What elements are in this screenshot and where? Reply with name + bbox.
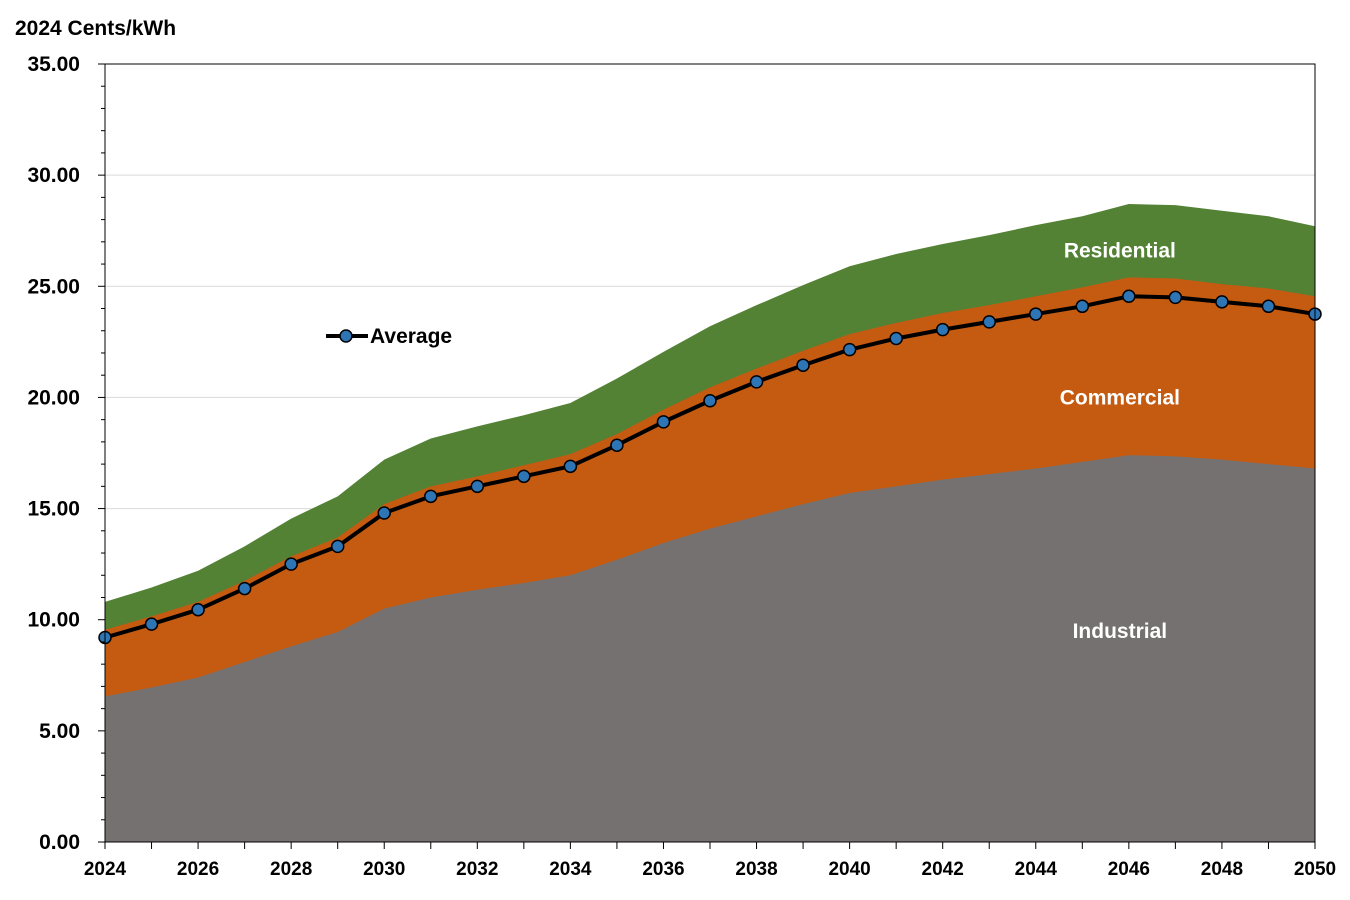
- average-point: [842, 342, 857, 357]
- average-point: [563, 459, 578, 474]
- average-point: [1261, 299, 1276, 314]
- y-tick-label: 5.00: [39, 720, 80, 743]
- average-point: [610, 438, 624, 452]
- area-labels: Industrial Commercial Residential: [1060, 240, 1180, 643]
- x-tick-label: 2028: [270, 859, 312, 880]
- average-point: [1075, 299, 1090, 314]
- average-point: [284, 557, 298, 571]
- y-tick-label: 15.00: [27, 498, 80, 521]
- x-tick-label: 2030: [363, 859, 405, 880]
- area-label-residential: Residential: [1064, 240, 1176, 263]
- y-tick-label: 35.00: [27, 53, 80, 76]
- y-tick-label: 25.00: [27, 275, 80, 298]
- average-point: [1029, 307, 1043, 321]
- y-tick-label: 20.00: [27, 386, 80, 409]
- average-point: [424, 489, 438, 504]
- legend-label: Average: [370, 325, 452, 348]
- average-point: [377, 506, 391, 520]
- average-point: [191, 602, 205, 617]
- x-tick-label: 2042: [922, 859, 964, 880]
- x-tick-label: 2036: [642, 859, 684, 880]
- axes: 0.00 5.00 10.00 15.00 20.00 25.00 30.00 35.00 20…: [27, 53, 1336, 880]
- average-point: [935, 322, 950, 337]
- average-point: [1215, 295, 1229, 309]
- x-tick-label: 2038: [735, 859, 777, 880]
- stacked-areas: [105, 204, 1315, 843]
- average-point: [889, 331, 903, 346]
- y-tick-label: 30.00: [27, 164, 80, 187]
- x-tick-label: 2046: [1108, 859, 1150, 880]
- x-tick-label: 2034: [549, 859, 592, 880]
- average-point: [237, 581, 252, 596]
- y-tick-label: 10.00: [27, 609, 80, 632]
- x-tick-label: 2026: [177, 859, 219, 880]
- average-point: [144, 617, 159, 631]
- average-point: [656, 415, 671, 429]
- x-tick-label: 2032: [456, 859, 498, 880]
- legend-marker: [339, 329, 353, 343]
- average-point: [749, 375, 764, 389]
- average-point: [703, 394, 717, 408]
- average-point: [330, 539, 345, 554]
- average-point: [1122, 289, 1136, 304]
- average-point: [796, 358, 810, 372]
- x-tick-label: 2024: [84, 859, 127, 880]
- legend: Average: [326, 325, 452, 348]
- y-axis-title: 2024 Cents/kWh: [15, 17, 176, 40]
- average-line-series: [98, 289, 1322, 645]
- area-industrial: [105, 455, 1315, 842]
- y-tick-label: 0.00: [39, 831, 80, 854]
- x-tick-label: 2048: [1201, 859, 1243, 880]
- area-label-industrial: Industrial: [1073, 620, 1168, 643]
- average-point: [982, 315, 996, 329]
- x-tick-label: 2050: [1294, 859, 1336, 880]
- area-label-commercial: Commercial: [1060, 386, 1180, 409]
- average-point: [517, 469, 531, 484]
- x-tick-label: 2044: [1015, 859, 1058, 880]
- x-tick-label: 2040: [828, 859, 870, 880]
- average-point: [1168, 290, 1183, 305]
- average-point: [470, 479, 485, 494]
